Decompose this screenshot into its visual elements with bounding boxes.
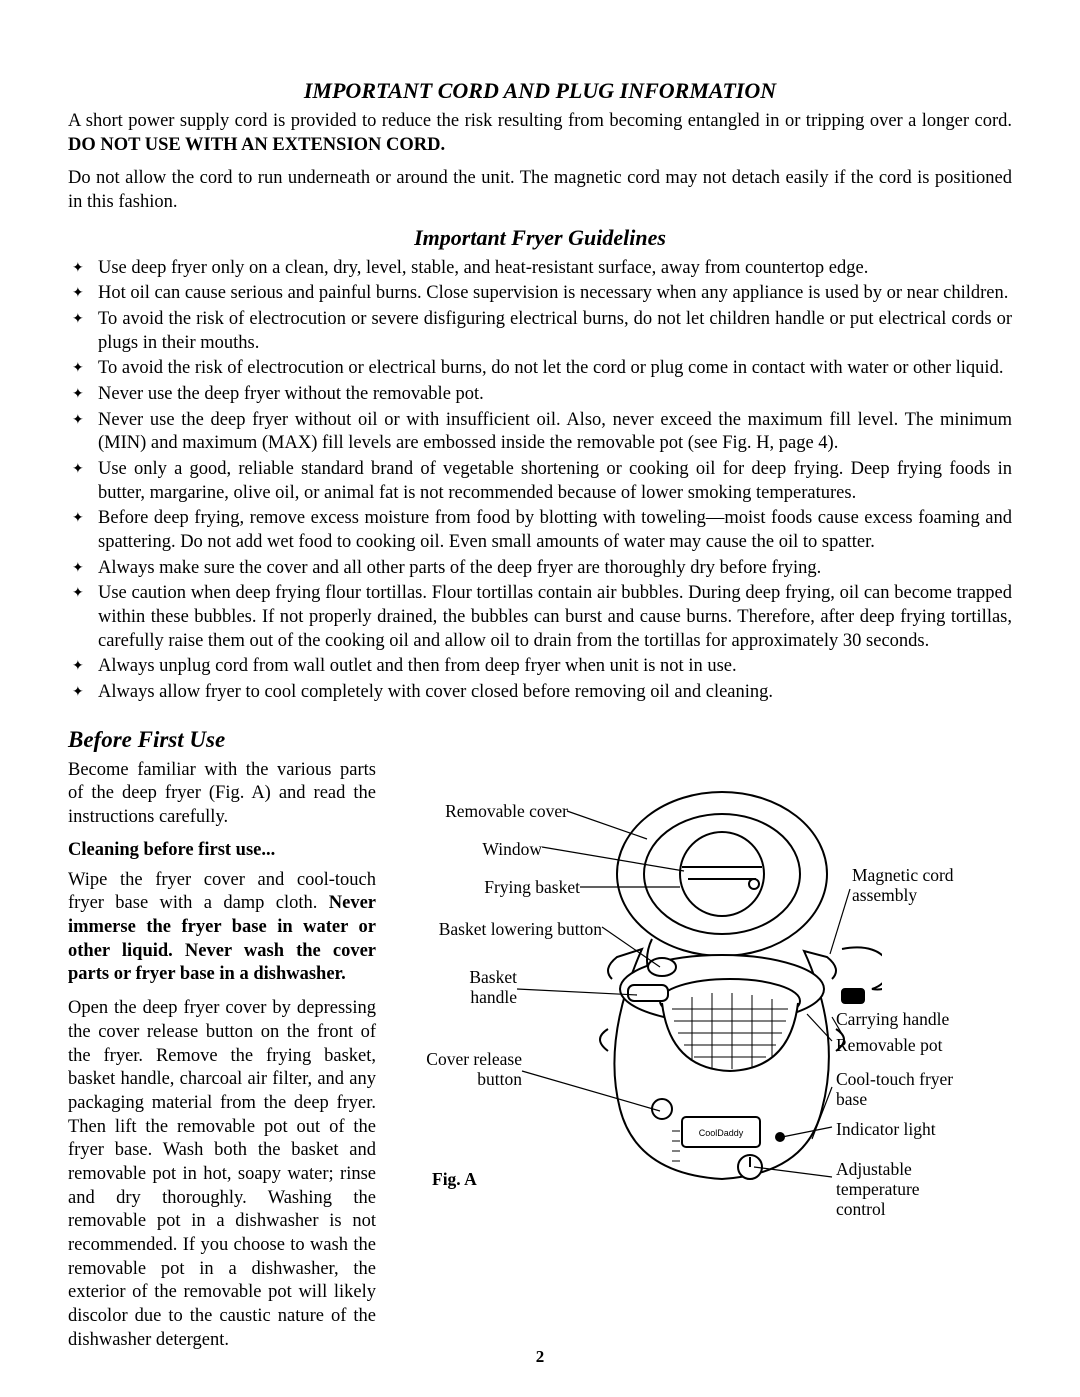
callout-magnetic-cord: Magnetic cord assembly [852, 865, 954, 905]
callout-frying-basket: Frying basket [452, 877, 580, 897]
callout-carrying-handle: Carrying handle [836, 1009, 949, 1029]
callout-removable-pot: Removable pot [836, 1035, 942, 1055]
cord-paragraph-2: Do not allow the cord to run underneath … [68, 167, 1012, 214]
callout-cool-touch-base: Cool-touch fryer base [836, 1069, 953, 1109]
callout-cover-release-button: Cover release button [394, 1049, 522, 1089]
before-first-use-text-column: Become familiar with the various parts o… [68, 759, 376, 1362]
figure-a-column: CoolDaddy [402, 759, 1012, 1362]
callout-indicator-light: Indicator light [836, 1119, 936, 1139]
guideline-item: Never use the deep fryer without oil or … [98, 409, 1012, 456]
heading-cord-info: IMPORTANT CORD AND PLUG INFORMATION [68, 78, 1012, 104]
guideline-item: Use caution when deep frying flour torti… [98, 582, 1012, 653]
callout-adjustable-temperature: Adjustable temperature control [836, 1159, 992, 1219]
figure-label: Fig. A [432, 1169, 477, 1190]
guideline-item: Always make sure the cover and all other… [98, 557, 1012, 581]
guideline-item: Always allow fryer to cool completely wi… [98, 681, 1012, 705]
cleaning-p2: Open the deep fryer cover by depressing … [68, 997, 376, 1352]
page-number: 2 [0, 1347, 1080, 1367]
callout-basket-handle: Basket handle [442, 967, 517, 1007]
guideline-item: Always unplug cord from wall outlet and … [98, 655, 1012, 679]
cleaning-p1: Wipe the fryer cover and cool-touch frye… [68, 869, 376, 987]
heading-guidelines: Important Fryer Guidelines [68, 225, 1012, 251]
callout-basket-lowering-button: Basket lowering button [396, 919, 602, 939]
guideline-item: Before deep frying, remove excess moistu… [98, 507, 1012, 554]
cord-p1-text: A short power supply cord is provided to… [68, 111, 1012, 131]
guideline-item: Hot oil can cause serious and painful bu… [98, 282, 1012, 306]
guideline-item: To avoid the risk of electrocution or el… [98, 357, 1012, 381]
before-p1: Become familiar with the various parts o… [68, 759, 376, 830]
callout-window: Window [442, 839, 542, 859]
callout-removable-cover: Removable cover [410, 801, 568, 821]
cord-p1-warning: DO NOT USE WITH AN EXTENSION CORD. [68, 135, 445, 155]
heading-before-first-use: Before First Use [68, 727, 1012, 753]
cord-paragraph-1: A short power supply cord is provided to… [68, 110, 1012, 157]
figure-a: CoolDaddy [412, 779, 992, 1219]
cleaning-subheading: Cleaning before first use... [68, 840, 376, 861]
guideline-item: To avoid the risk of electrocution or se… [98, 308, 1012, 355]
guideline-item: Use deep fryer only on a clean, dry, lev… [98, 257, 1012, 281]
guideline-item: Never use the deep fryer without the rem… [98, 383, 1012, 407]
guideline-item: Use only a good, reliable standard brand… [98, 458, 1012, 505]
guidelines-list: Use deep fryer only on a clean, dry, lev… [68, 257, 1012, 705]
